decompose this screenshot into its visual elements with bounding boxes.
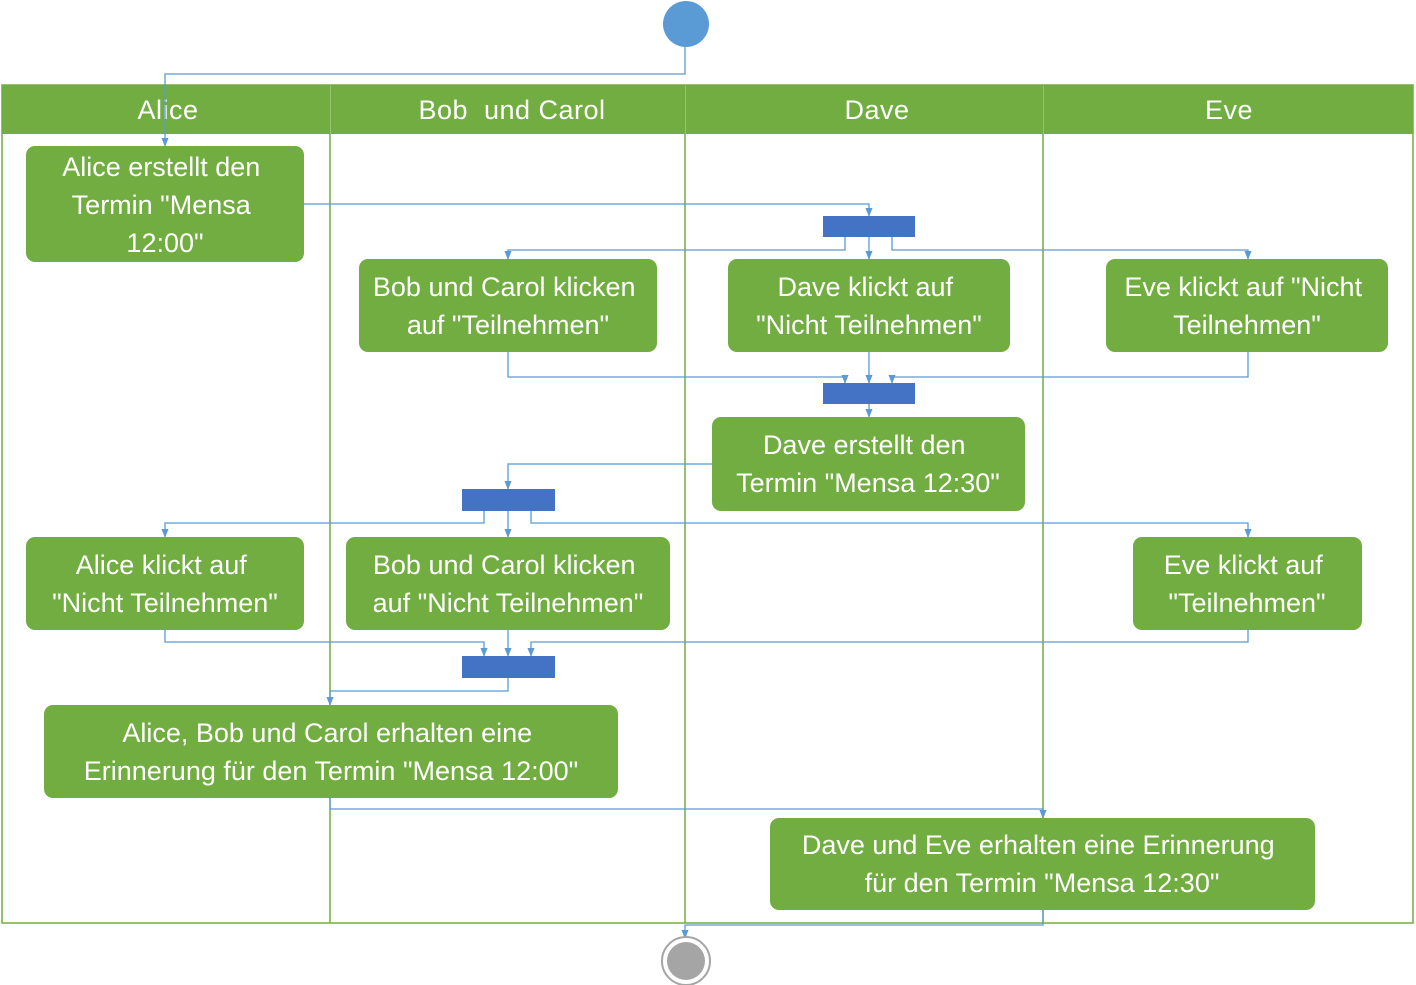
flow-start-to-alice bbox=[161, 47, 686, 147]
svg-text:Dave klickt auf "Nicht T: Dave klickt auf "Nicht Teilnehmen" bbox=[756, 272, 982, 340]
lane-title-eve: Eve bbox=[1205, 95, 1253, 125]
lane-header-eve bbox=[1044, 85, 1413, 134]
svg-text:Bob und Carol klicken au: Bob und Carol klicken auf "Nicht Teilneh… bbox=[373, 550, 644, 618]
flow-fork2-to-eve bbox=[530, 511, 1252, 538]
lane-title-dave: Dave bbox=[844, 95, 909, 125]
fork-bar-1 bbox=[823, 216, 915, 237]
fork-bar-2 bbox=[462, 489, 555, 511]
lane-header-alice bbox=[2, 85, 330, 134]
svg-text:Bob und Carol klicken au: Bob und Carol klicken auf "Teilnehmen" bbox=[373, 272, 643, 340]
action-bob-carol-decline: Bob und Carol klicken auf "Nicht Teilneh… bbox=[346, 537, 670, 630]
flow-bob-carol-to-join1 bbox=[507, 351, 849, 384]
svg-text:Eve klickt auf "Teilnehm: Eve klickt auf "Teilnehmen" bbox=[1164, 550, 1331, 618]
flow-dave-creates-to-fork2 bbox=[504, 463, 712, 490]
end-node-icon bbox=[661, 936, 711, 985]
flow-reminder-1200-to-reminder-1230 bbox=[329, 798, 1047, 819]
join-bar-1 bbox=[823, 383, 915, 404]
action-reminder-1230: Dave und Eve erhalten eine Erinnerung fü… bbox=[770, 818, 1315, 910]
action-reminder-1200: Alice, Bob und Carol erhalten eine Erinn… bbox=[44, 705, 618, 798]
lane-title-alice: Alice bbox=[137, 95, 198, 125]
action-dave-decline: Dave klickt auf "Nicht Teilnehmen" bbox=[728, 259, 1010, 352]
action-alice-creates: Alice erstellt den Termin "Mensa 12:00" bbox=[26, 146, 304, 262]
flow-connectors bbox=[161, 47, 1252, 939]
join-bar-2 bbox=[462, 656, 555, 678]
flow-alice-to-join2 bbox=[164, 630, 488, 657]
flow-fork2-to-alice bbox=[161, 511, 485, 538]
flow-eve-to-join2 bbox=[527, 630, 1249, 657]
svg-text:Eve klickt auf "Nicht Te: Eve klickt auf "Nicht Teilnehmen" bbox=[1124, 272, 1369, 340]
svg-text:Dave erstellt den Termin: Dave erstellt den Termin "Mensa 12:30" bbox=[736, 430, 1000, 498]
flow-join2-to-reminder-1200 bbox=[326, 678, 509, 706]
action-dave-creates: Dave erstellt den Termin "Mensa 12:30" bbox=[712, 417, 1025, 511]
lane-header-bob-carol bbox=[331, 85, 685, 134]
flow-reminder-1230-to-end bbox=[681, 910, 1044, 939]
action-eve-accept: Eve klickt auf "Teilnehmen" bbox=[1133, 537, 1362, 630]
svg-text:Alice klickt auf "Nicht: Alice klickt auf "Nicht Teilnehmen" bbox=[52, 550, 278, 618]
lane-title-bob-carol: Bob und Carol bbox=[418, 95, 605, 125]
flow-alice-to-fork1 bbox=[303, 203, 873, 217]
lane-header-dave bbox=[686, 85, 1043, 134]
start-node-icon bbox=[663, 1, 709, 47]
action-bob-carol-accept: Bob und Carol klicken auf "Teilnehmen" bbox=[359, 259, 657, 352]
svg-text:Alice erstellt den Termi: Alice erstellt den Termin "Mensa 12:00" bbox=[62, 152, 268, 258]
svg-text:Dave und Eve erhalten eine Eri: Dave und Eve erhalten eine Erinnerung fü… bbox=[802, 830, 1282, 898]
flow-fork1-to-eve bbox=[891, 237, 1252, 260]
action-eve-decline: Eve klickt auf "Nicht Teilnehmen" bbox=[1106, 259, 1388, 352]
action-alice-decline: Alice klickt auf "Nicht Teilnehmen" bbox=[26, 537, 304, 630]
svg-text:Alice, Bob und Carol erhalten: Alice, Bob und Carol erhalten eine Erinn… bbox=[84, 718, 578, 786]
flow-eve-to-join1 bbox=[888, 351, 1249, 384]
swimlanes: Alice Bob und Carol Dave Eve bbox=[1, 84, 1414, 924]
flow-fork1-to-bob-carol bbox=[504, 237, 846, 260]
